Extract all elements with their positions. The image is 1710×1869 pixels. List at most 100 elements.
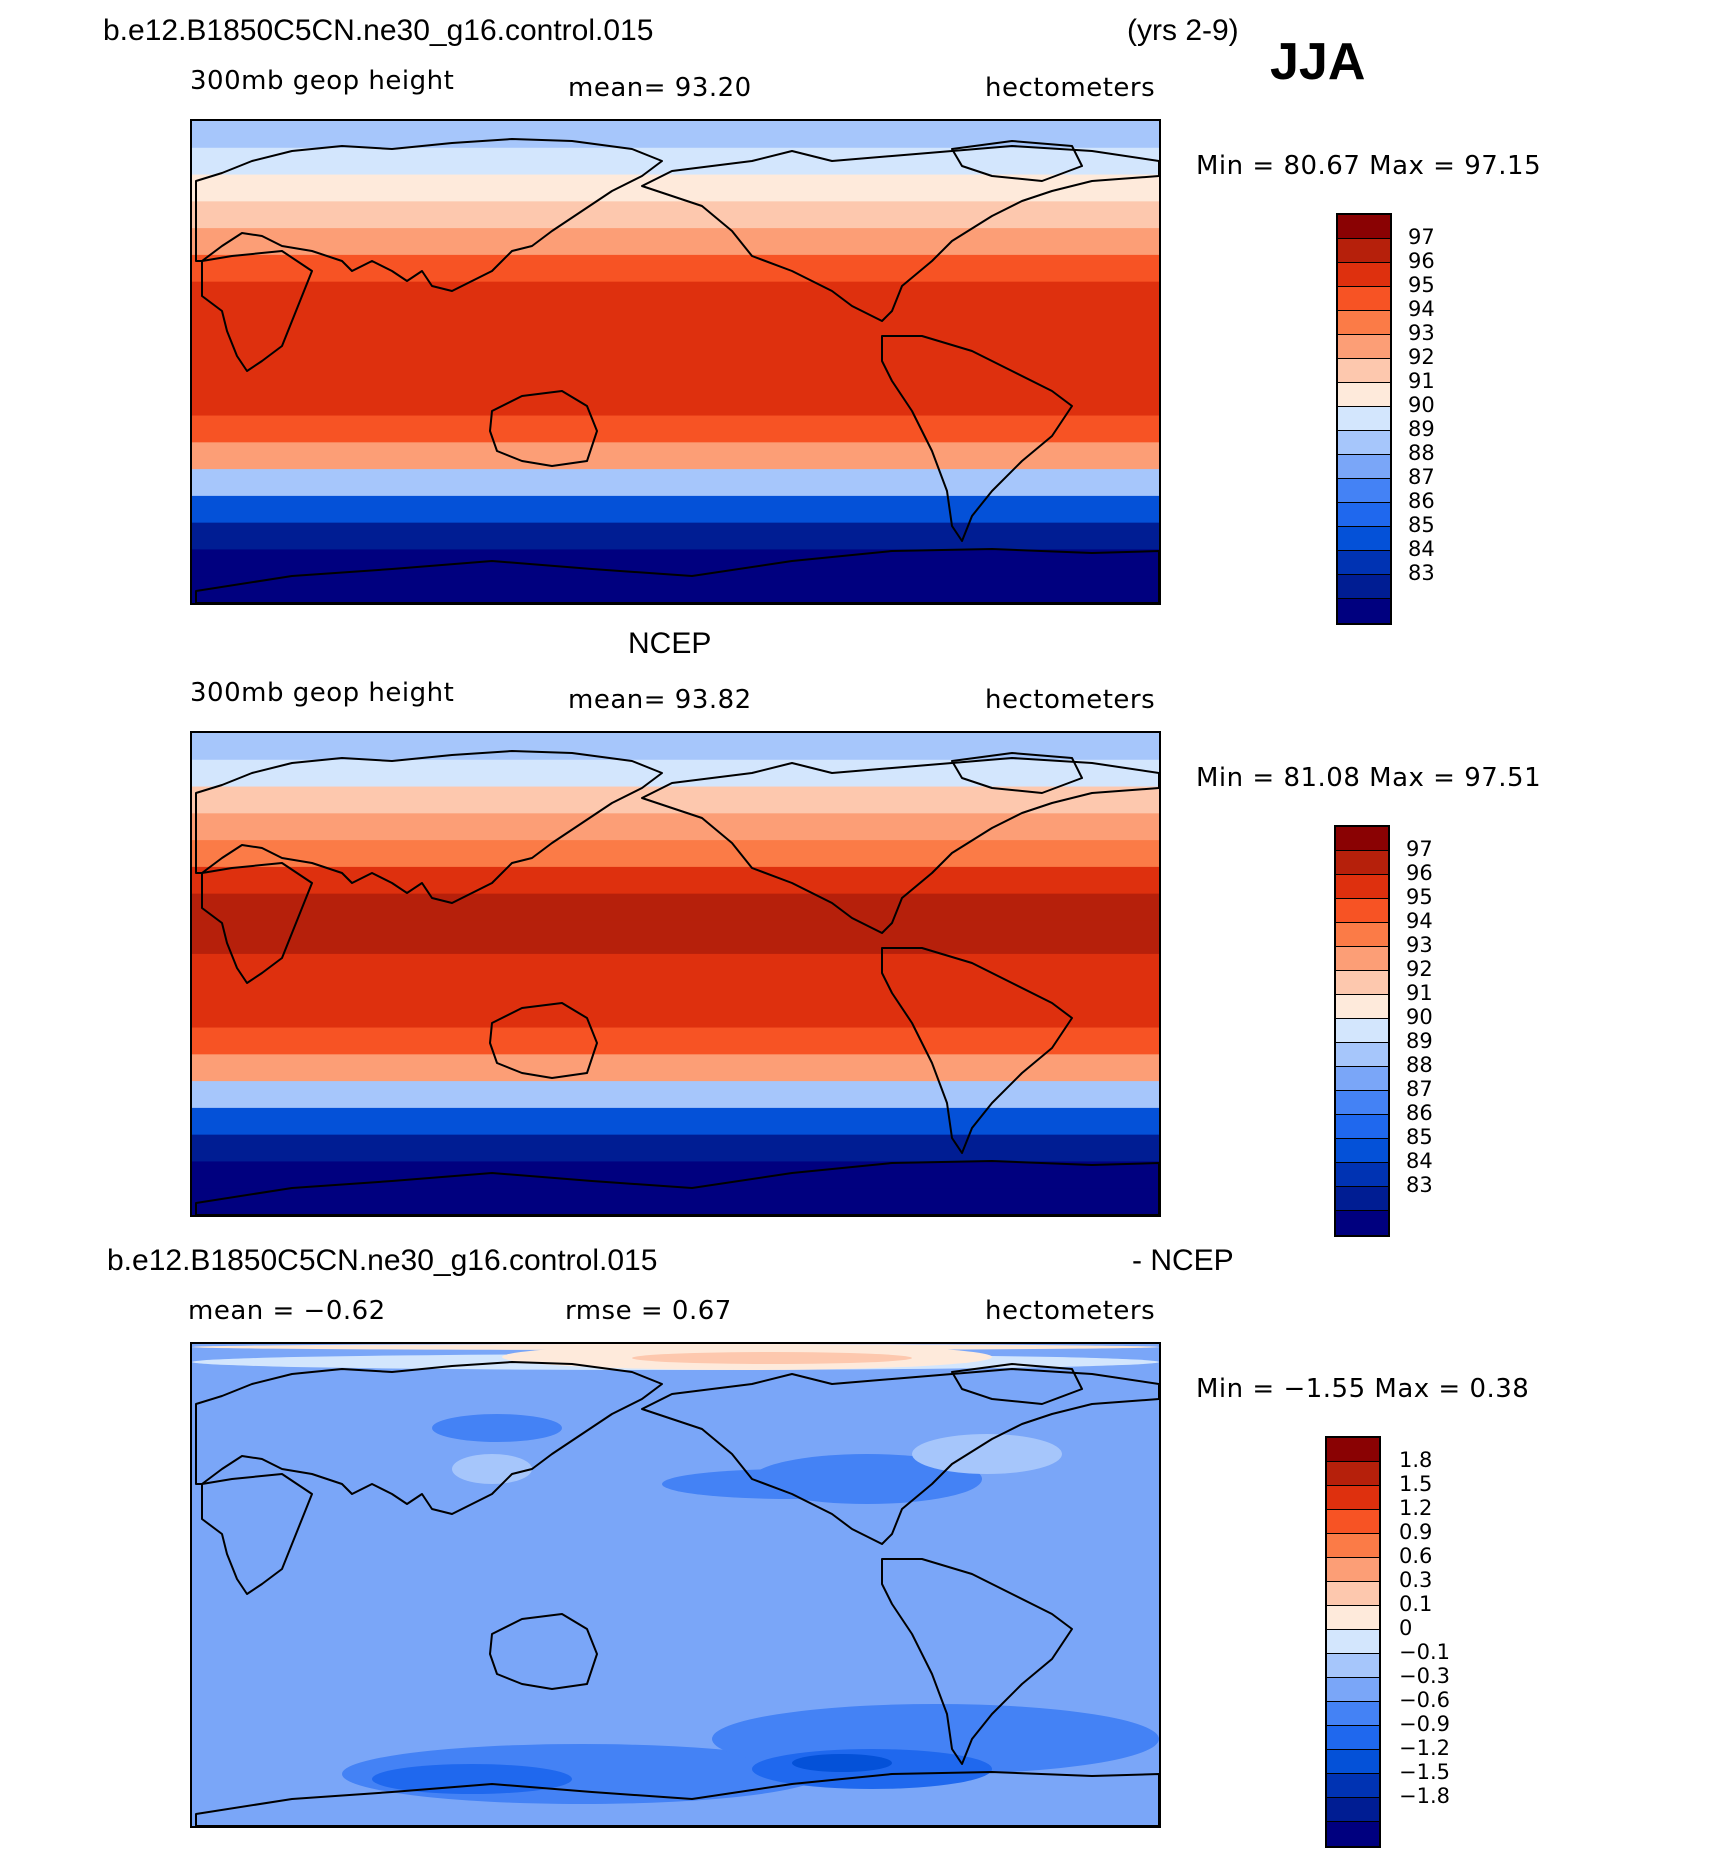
difference-colorbar-tick-label: −1.5 [1399, 1760, 1450, 1784]
ncep-colorbar-swatch [1336, 875, 1388, 899]
contour-band [192, 1188, 1159, 1215]
coastline [951, 140, 1083, 182]
contour-band [192, 121, 1159, 149]
panel3-rmse: rmse = 0.67 [565, 1296, 732, 1326]
coastline [641, 1368, 1159, 1545]
coastline [489, 1002, 598, 1079]
difference-colorbar-tick-label: 0.6 [1399, 1544, 1433, 1568]
coastline [489, 390, 598, 467]
difference-colorbar-swatch [1327, 1798, 1379, 1822]
model-colorbar-swatch [1338, 599, 1390, 623]
ncep-colorbar-tick-label: 90 [1406, 1005, 1433, 1029]
model-colorbar-tick-label: 87 [1408, 465, 1435, 489]
contour-band [192, 1134, 1159, 1162]
model-colorbar-swatch [1338, 551, 1390, 575]
difference-colorbar-tick-label: 0.1 [1399, 1592, 1433, 1616]
contour-band [192, 308, 1159, 343]
panel3-units: hectometers [985, 1296, 1156, 1326]
model-colorbar-swatch [1338, 239, 1390, 263]
contour-band [192, 1054, 1159, 1082]
ncep-colorbar-tick-label: 83 [1406, 1173, 1433, 1197]
coastline [201, 1473, 313, 1595]
ncep-colorbar-swatch [1336, 851, 1388, 875]
contour-band [372, 1764, 572, 1794]
coastline-outlines [195, 138, 1159, 603]
model-colorbar-swatch [1338, 359, 1390, 383]
panel1-minmax: Min = 80.67 Max = 97.15 [1196, 151, 1542, 181]
coastline [489, 1613, 598, 1690]
ncep-colorbar-swatch [1336, 1043, 1388, 1067]
contour-band [192, 866, 1159, 895]
difference-colorbar-swatch [1327, 1726, 1379, 1750]
ncep-colorbar-swatch [1336, 947, 1388, 971]
model-colorbar-swatch [1338, 263, 1390, 287]
case-title: b.e12.B1850C5CN.ne30_g16.control.015 [103, 14, 654, 47]
difference-colorbar-tick-label: 0.3 [1399, 1568, 1433, 1592]
contour-band [192, 1027, 1159, 1055]
ncep-map [190, 731, 1161, 1217]
ncep-colorbar-tick-label: 85 [1406, 1125, 1433, 1149]
model-colorbar-tick-label: 89 [1408, 417, 1435, 441]
contour-band [192, 1344, 1159, 1350]
difference-colorbar-tick-label: −0.3 [1399, 1664, 1450, 1688]
difference-colorbar-tick-label: −0.6 [1399, 1688, 1450, 1712]
model-colorbar-tick-label: 96 [1408, 249, 1435, 273]
contour-band [912, 1434, 1062, 1474]
ncep-colorbar-swatch [1336, 1067, 1388, 1091]
difference-colorbar-swatch [1327, 1678, 1379, 1702]
contour-band [192, 1081, 1159, 1109]
contour-band [452, 1454, 532, 1484]
difference-colorbar-tick-label: 1.2 [1399, 1496, 1433, 1520]
contour-band [192, 495, 1159, 524]
contour-band [192, 953, 1159, 995]
ncep-colorbar-tick-label: 88 [1406, 1053, 1433, 1077]
coastline-outlines [195, 750, 1159, 1215]
coastline [641, 757, 1159, 934]
contour-band [192, 813, 1159, 841]
model-colorbar-tick-label: 86 [1408, 489, 1435, 513]
contour-band [192, 920, 1159, 955]
ncep-colorbar-tick-label: 84 [1406, 1149, 1433, 1173]
ncep-colorbar-tick-label: 89 [1406, 1029, 1433, 1053]
contour-band [192, 341, 1159, 383]
ncep-colorbar-swatch [1336, 1211, 1388, 1235]
contour-band [432, 1414, 562, 1442]
model-colorbar-swatch [1338, 311, 1390, 335]
model-colorbar-swatch [1338, 455, 1390, 479]
contour-band [192, 893, 1159, 921]
panel2-units: hectometers [985, 685, 1156, 715]
ncep-colorbar-tick-label: 92 [1406, 957, 1433, 981]
ncep-colorbar-tick-label: 86 [1406, 1101, 1433, 1125]
ncep-colorbar-tick-label: 95 [1406, 885, 1433, 909]
difference-colorbar-swatch [1327, 1510, 1379, 1534]
contour-band [192, 281, 1159, 309]
panel3-subtitle-left: b.e12.B1850C5CN.ne30_g16.control.015 [107, 1244, 658, 1277]
difference-colorbar-tick-label: −1.8 [1399, 1784, 1450, 1808]
contour-band [662, 1469, 922, 1499]
contour-band [192, 469, 1159, 497]
contour-band [192, 522, 1159, 550]
contour-band [192, 1107, 1159, 1136]
panel1-variable: 300mb geop height [190, 66, 455, 96]
contour-band [192, 733, 1159, 761]
difference-colorbar-swatch [1327, 1750, 1379, 1774]
difference-colorbar-swatch [1327, 1534, 1379, 1558]
contour-bands [192, 121, 1159, 603]
contour-band [192, 840, 1159, 868]
difference-colorbar-tick-label: −1.2 [1399, 1736, 1450, 1760]
model-colorbar-tick-label: 97 [1408, 225, 1435, 249]
model-colorbar-swatch [1338, 479, 1390, 503]
ncep-colorbar-swatch [1336, 1187, 1388, 1211]
coastline [201, 250, 313, 372]
panel2-minmax: Min = 81.08 Max = 97.51 [1196, 763, 1542, 793]
model-colorbar-tick-label: 94 [1408, 297, 1435, 321]
contour-band [632, 1352, 912, 1364]
ncep-colorbar-swatch [1336, 995, 1388, 1019]
difference-colorbar [1325, 1436, 1381, 1848]
ncep-colorbar-swatch [1336, 971, 1388, 995]
model-colorbar-swatch [1338, 407, 1390, 431]
difference-colorbar-tick-label: −0.1 [1399, 1640, 1450, 1664]
difference-colorbar-swatch [1327, 1486, 1379, 1510]
coastline [951, 1363, 1083, 1405]
contour-bands [192, 733, 1159, 1215]
